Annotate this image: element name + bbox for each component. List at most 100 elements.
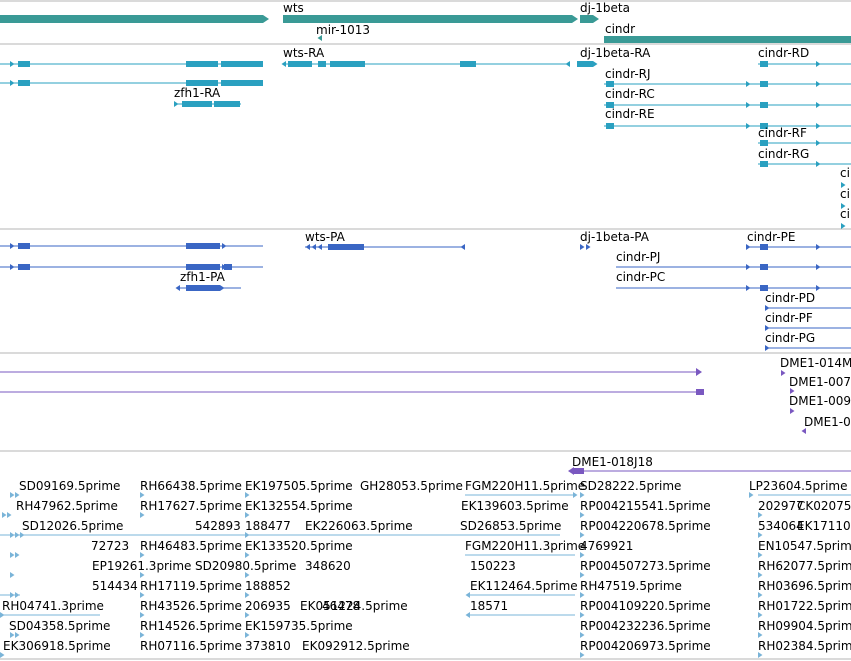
est-label[interactable]: 206935 [245,599,291,613]
protein-label-cindr[interactable]: cindr-PJ [616,250,660,264]
est-label[interactable]: EK226063.5prime [305,519,413,533]
est-label[interactable]: RH43526.5prime [140,599,242,613]
est-label[interactable]: EP19261.3prime [92,559,191,573]
transcript-label-truncated[interactable]: ci [840,187,850,201]
exon-block[interactable] [577,61,593,67]
exon-block[interactable] [186,264,220,270]
est-label[interactable]: RH03696.5prime [758,579,851,593]
gene-bar-cindr[interactable] [604,36,851,43]
exon-block[interactable] [760,264,768,270]
est-label[interactable]: EK306918.5prime [3,639,111,653]
est-label[interactable]: FGM220H11.3prime [465,539,585,553]
exon-block[interactable] [328,244,364,250]
est-label[interactable]: RH07116.5prime [140,639,242,653]
est-label[interactable]: RP004507273.5prime [580,559,711,573]
exon-block[interactable] [288,61,312,67]
exon-block[interactable] [18,61,30,67]
est-label[interactable]: SD09169.5prime [19,479,120,493]
protein-label-zfh1-PA[interactable]: zfh1-PA [180,270,226,284]
est-label[interactable]: 188852 [245,579,291,593]
est-label[interactable]: EK17110 [797,519,851,533]
exon-block[interactable] [330,61,365,67]
exon-block[interactable] [760,244,768,250]
protein-label-wts-PA[interactable]: wts-PA [305,230,346,244]
exon-block[interactable] [760,161,768,167]
est-label[interactable]: RP004206973.5prime [580,639,711,653]
est-label[interactable]: EK112464.5prime [470,579,578,593]
est-label[interactable]: EK051224.5prime [300,599,408,613]
est-label[interactable]: SD28222.5prime [580,479,681,493]
exon-block[interactable] [186,243,220,249]
est-label[interactable]: 4769921 [580,539,633,553]
est-label[interactable]: RH04741.3prime [2,599,104,613]
exon-block[interactable] [18,80,30,86]
est-label[interactable]: SD12026.5prime [22,519,123,533]
clone-label-DME1-007[interactable]: DME1-007 [789,375,851,389]
exon-block[interactable] [186,285,220,291]
protein-label-cindr[interactable]: cindr-PC [616,270,665,284]
exon-block[interactable] [760,81,768,87]
exon-block[interactable] [221,80,263,86]
est-label[interactable]: EK092912.5prime [302,639,410,653]
est-label[interactable]: 542893 [195,519,241,533]
transcript-label-cindr[interactable]: cindr-RF [758,126,807,140]
exon-block[interactable] [606,102,614,108]
est-label[interactable]: RH17627.5prime [140,499,242,513]
est-label[interactable]: 348620 [305,559,351,573]
exon-block[interactable] [182,101,212,107]
est-label[interactable]: EK133520.5prime [245,539,353,553]
est-label[interactable]: RH17119.5prime [140,579,242,593]
est-label[interactable]: 188477 [245,519,291,533]
est-label[interactable]: 534064 [758,519,804,533]
transcript-label-cindr-RD[interactable]: cindr-RD [758,46,809,60]
transcript-label-wts-RA[interactable]: wts-RA [283,46,325,60]
est-label[interactable]: RH09904.5prime [758,619,851,633]
est-label[interactable]: RP004220678.5prime [580,519,711,533]
exon-block[interactable] [606,123,614,129]
gene-label-wts[interactable]: wts [283,1,304,15]
gene-label-cindr[interactable]: cindr [605,22,635,36]
est-label[interactable]: RH01722.5prime [758,599,851,613]
est-label[interactable]: EK197505.5prime [245,479,353,493]
exon-block[interactable] [760,102,768,108]
est-label[interactable]: RH66438.5prime [140,479,242,493]
gene-label-mir-1013[interactable]: mir-1013 [316,23,370,37]
est-label[interactable]: RP004109220.5prime [580,599,711,613]
transcript-label-cindr[interactable]: cindr-RC [605,87,655,101]
est-label[interactable]: RH14526.5prime [140,619,242,633]
transcript-label-dj-1beta-RA[interactable]: dj-1beta-RA [580,46,651,60]
exon-block[interactable] [760,123,768,129]
gene-bar-wts[interactable] [283,15,572,23]
exon-block[interactable] [221,61,263,67]
exon-block[interactable] [760,285,768,291]
gene-bar-dj-1beta[interactable] [580,15,593,23]
est-label[interactable]: EK132554.5prime [245,499,353,513]
exon-block[interactable] [18,264,30,270]
est-label[interactable]: EK159735.5prime [245,619,353,633]
gene-label-dj-1beta[interactable]: dj-1beta [580,1,630,15]
clone-end[interactable] [696,389,704,395]
protein-label-dj-1beta-PA[interactable]: dj-1beta-PA [580,230,650,244]
est-label[interactable]: FGM220H11.5prime [465,479,585,493]
est-label[interactable]: 72723 [91,539,129,553]
exon-block[interactable] [186,80,218,86]
est-label[interactable]: CK02075 [797,499,851,513]
transcript-label-cindr[interactable]: cindr-RE [605,107,655,121]
est-label[interactable]: RH46483.5prime [140,539,242,553]
est-label[interactable]: RH62077.5prime [758,559,851,573]
clone-label-DME1-018J18[interactable]: DME1-018J18 [572,455,653,469]
est-label[interactable]: 373810 [245,639,291,653]
gene-bar-left[interactable] [0,15,263,23]
exon-block[interactable] [186,61,218,67]
est-label[interactable]: EK139603.5prime [461,499,569,513]
est-label[interactable]: 150223 [470,559,516,573]
protein-label-cindr[interactable]: cindr-PF [765,311,813,325]
exon-block[interactable] [18,243,30,249]
protein-label-cindr-PE[interactable]: cindr-PE [747,230,795,244]
est-label[interactable]: 46478 [322,599,360,613]
exon-block[interactable] [760,61,768,67]
exon-block[interactable] [224,264,232,270]
protein-label-cindr[interactable]: cindr-PD [765,291,815,305]
est-label[interactable]: SD04358.5prime [9,619,110,633]
